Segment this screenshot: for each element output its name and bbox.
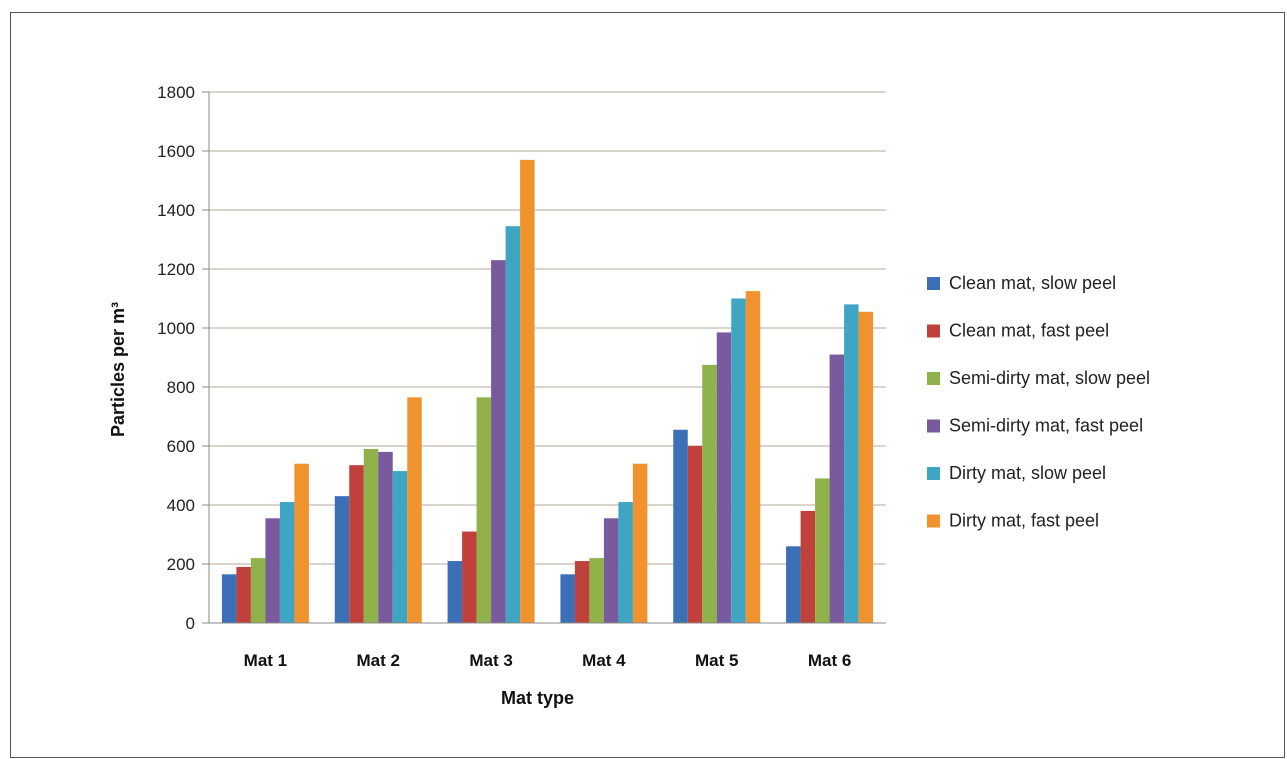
bar (632, 463, 648, 623)
bar (378, 451, 393, 623)
legend-swatch (927, 372, 940, 385)
legend-swatch (927, 467, 940, 480)
legend-label: Clean mat, slow peel (949, 273, 1116, 293)
legend: Clean mat, slow peel Clean mat, fast peel… (927, 273, 1150, 531)
bar (363, 448, 379, 623)
bar (786, 546, 801, 623)
bar (279, 502, 295, 623)
y-tick-label: 1400 (157, 201, 195, 220)
x-category-label: Mat 4 (582, 651, 626, 670)
x-axis-title: Mat type (501, 688, 574, 708)
bar (574, 561, 590, 623)
bar (603, 518, 619, 623)
bar (447, 561, 463, 623)
bar (844, 304, 859, 623)
bar (265, 518, 280, 623)
bar (462, 531, 477, 623)
bar (618, 502, 633, 623)
y-tick-label: 1600 (157, 142, 195, 161)
bar (491, 260, 506, 623)
bar (589, 558, 604, 623)
bar (702, 364, 717, 623)
bar (731, 298, 746, 623)
x-category-label: Mat 5 (695, 651, 738, 670)
legend-label: Semi-dirty mat, slow peel (949, 368, 1150, 388)
legend-swatch (927, 419, 940, 433)
bar (476, 397, 492, 623)
bar (673, 429, 688, 623)
bar (815, 478, 830, 623)
gridlines (209, 91, 886, 565)
legend-label: Dirty mat, slow peel (949, 463, 1106, 483)
bar (716, 332, 732, 623)
legend-label: Dirty mat, fast peel (949, 511, 1099, 531)
y-tick-label: 1200 (157, 260, 195, 279)
bar (334, 496, 350, 623)
legend-label: Clean mat, fast peel (949, 321, 1109, 341)
y-tick-label: 0 (186, 614, 195, 633)
y-tick-label: 200 (167, 555, 195, 574)
bar (858, 311, 874, 623)
x-category-label: Mat 2 (357, 651, 400, 670)
bar (687, 446, 703, 623)
y-tick-label: 1000 (157, 319, 195, 338)
bar (349, 465, 364, 623)
bar (745, 291, 761, 623)
y-tick-label: 600 (167, 437, 195, 456)
bar (505, 226, 521, 623)
y-tick-label: 800 (167, 378, 195, 397)
bar (221, 574, 237, 623)
bar (560, 574, 575, 623)
bar (250, 558, 266, 623)
legend-swatch (927, 277, 940, 290)
bar (392, 471, 408, 623)
bars (221, 159, 874, 623)
bar (236, 566, 251, 623)
x-axis-categories: Mat 1 Mat 2 Mat 3 Mat 4 Mat 5 Mat 6 (244, 651, 852, 670)
legend-swatch (927, 324, 940, 338)
bar (520, 159, 535, 623)
y-tick-label: 1800 (157, 83, 195, 102)
y-axis-title: Particles per m³ (108, 302, 128, 437)
y-tick-label: 400 (167, 496, 195, 515)
bar (407, 397, 422, 623)
x-category-label: Mat 6 (808, 651, 851, 670)
x-category-label: Mat 1 (244, 651, 287, 670)
legend-label: Semi-dirty mat, fast peel (949, 416, 1143, 436)
bar (829, 354, 845, 623)
bar (294, 463, 309, 623)
y-axis-ticks: 0 200 400 600 800 1000 1200 1400 1600 1800 (157, 83, 209, 633)
legend-swatch (927, 514, 940, 528)
bar (800, 510, 816, 623)
x-category-label: Mat 3 (469, 651, 512, 670)
